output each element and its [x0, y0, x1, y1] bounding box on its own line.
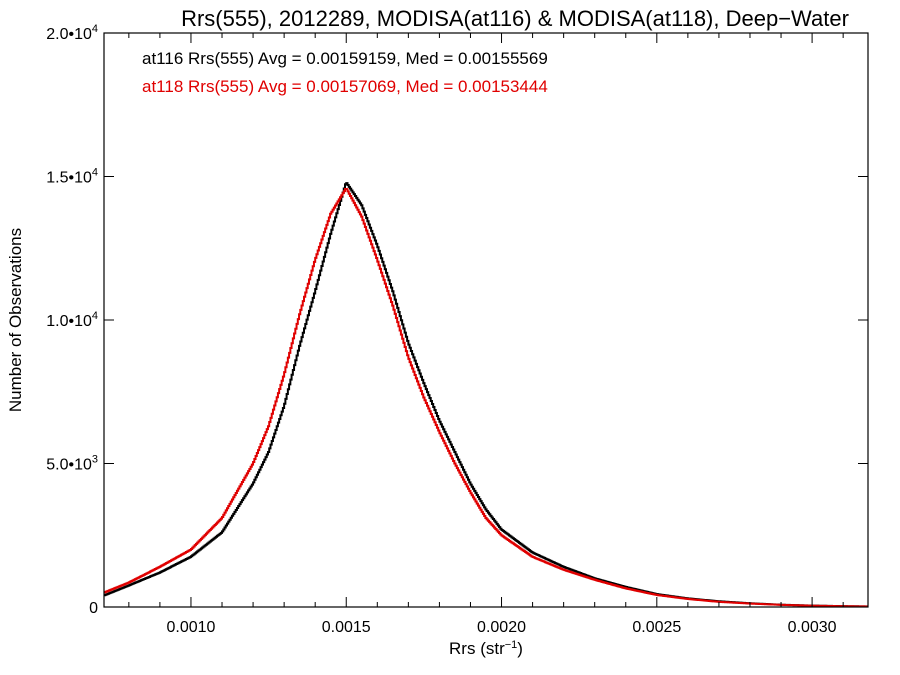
chart-title: Rrs(555), 2012289, MODISA(at116) & MODIS…	[181, 6, 849, 31]
x-tick-label: 0.0030	[788, 619, 837, 636]
x-tick-label: 0.0015	[322, 619, 371, 636]
y-tick-label: 0	[89, 600, 98, 617]
x-axis-label: Rrs (str−1)	[449, 639, 523, 658]
y-tick-label: 2.0•104	[46, 23, 98, 43]
legend-entry-at118: at118 Rrs(555) Avg = 0.00157069, Med = 0…	[142, 77, 548, 96]
series-line-at118	[104, 188, 868, 608]
series-line-at116	[104, 182, 868, 608]
x-tick-label: 0.0010	[166, 619, 215, 636]
x-tick-label: 0.0020	[477, 619, 526, 636]
legend-entry-at116: at116 Rrs(555) Avg = 0.00159159, Med = 0…	[142, 49, 548, 68]
y-tick-label: 1.0•104	[46, 310, 98, 330]
x-tick-label: 0.0025	[632, 619, 681, 636]
ticks-layer: 0.0010 0.0015 0.0020 0.0025 0.0030 0 5.0•103 1.…	[46, 23, 868, 636]
y-tick-label: 5.0•103	[46, 454, 98, 474]
series-layer	[104, 182, 868, 608]
y-axis-label: Number of Observations	[6, 228, 25, 412]
y-tick-label: 1.5•104	[46, 167, 98, 187]
